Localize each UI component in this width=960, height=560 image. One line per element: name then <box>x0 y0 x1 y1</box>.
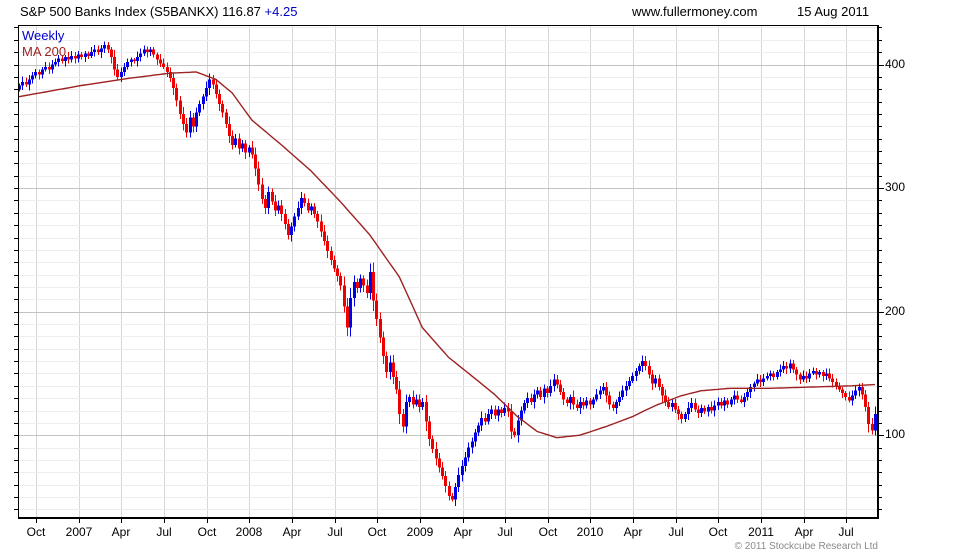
y-axis-tick-label: 300 <box>885 180 906 194</box>
x-axis-tick-label: 2011 <box>748 525 774 539</box>
candlesticks <box>18 41 877 507</box>
x-axis-tick-label: Apr <box>111 525 131 539</box>
x-axis-tick-label: Oct <box>367 525 387 539</box>
x-axis-tick-label: Apr <box>623 525 643 539</box>
date-label: 15 Aug 2011 <box>797 4 870 19</box>
chart-title: S&P 500 Banks Index (S5BANKX) 116.87 +4.… <box>20 4 297 19</box>
x-axis-tick-label: Jul <box>668 525 684 539</box>
x-axis-tick-label: 2010 <box>576 525 604 539</box>
x-axis-tick-label: 2007 <box>65 525 93 539</box>
last-price: 116.87 <box>222 4 261 19</box>
x-axis-tick-label: Oct <box>708 525 728 539</box>
copyright-note: © 2011 Stockcube Research Ltd <box>734 541 878 552</box>
x-axis-tick-label: Oct <box>197 525 217 539</box>
x-axis-tick-label: 2009 <box>406 525 434 539</box>
chart-frame <box>18 25 879 519</box>
y-axis-tick-label: 400 <box>885 57 906 71</box>
x-axis-tick-label: Jul <box>838 525 854 539</box>
ma-200-label: MA 200 <box>22 44 67 59</box>
frequency-label: Weekly <box>22 28 65 43</box>
gridlines <box>18 25 878 518</box>
website-label: www.fullermoney.com <box>632 4 758 19</box>
x-axis-tick-label: Jul <box>156 525 172 539</box>
x-axis-tick-label: 2008 <box>235 525 263 539</box>
price-change: +4.25 <box>264 4 298 19</box>
ma-200-line <box>18 71 876 439</box>
x-axis-tick-label: Oct <box>538 525 558 539</box>
y-axis-tick-label: 100 <box>885 427 906 441</box>
x-axis-tick-label: Apr <box>282 525 302 539</box>
x-axis-tick-label: Jul <box>327 525 343 539</box>
axis-ticks <box>14 27 884 523</box>
y-axis-tick-label: 200 <box>885 304 906 318</box>
x-axis-tick-label: Apr <box>794 525 814 539</box>
index-name: S&P 500 Banks Index (S5BANKX) <box>20 4 219 19</box>
x-axis-tick-label: Jul <box>497 525 513 539</box>
x-axis-tick-label: Apr <box>453 525 473 539</box>
x-axis-tick-label: Oct <box>26 525 46 539</box>
